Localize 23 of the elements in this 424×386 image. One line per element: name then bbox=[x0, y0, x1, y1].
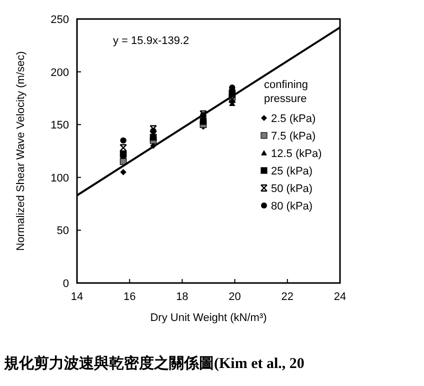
legend-label: 12.5 (kPa) bbox=[271, 148, 322, 160]
annotation: y = 15.9x-139.2 bbox=[113, 35, 190, 47]
y-axis-title: Normalized Shear Wave Velocity (m/sec) bbox=[15, 51, 27, 251]
y-tick-label: 200 bbox=[50, 66, 69, 79]
legend-label: 50 (kPa) bbox=[271, 183, 313, 195]
y-tick-label: 50 bbox=[56, 225, 69, 238]
x-tick-label: 24 bbox=[334, 291, 346, 303]
y-tick-label: 100 bbox=[50, 172, 69, 184]
text: 規化剪力波速與乾密度之關係圖(Kim et al., 20 bbox=[3, 354, 304, 372]
legend-label: 25 (kPa) bbox=[271, 166, 313, 178]
x-tick-label: 14 bbox=[70, 291, 84, 303]
legend-label: 7.5 (kPa) bbox=[271, 130, 316, 142]
x-tick-label: 16 bbox=[123, 291, 136, 303]
x-tick-label: 22 bbox=[281, 291, 294, 303]
x-axis-title: Dry Unit Weight (kN/m³) bbox=[150, 312, 267, 324]
legend-label: 2.5 (kPa) bbox=[271, 113, 316, 125]
x-tick-label: 18 bbox=[176, 291, 188, 303]
y-tick-label: 150 bbox=[50, 120, 69, 132]
legend-title: confining pressure bbox=[264, 79, 308, 105]
legend-label: 80 (kPa) bbox=[271, 200, 313, 212]
x-tick-label: 20 bbox=[228, 291, 241, 303]
y-tick-label: 0 bbox=[62, 278, 69, 290]
y-tick-label: 250 bbox=[50, 14, 69, 26]
